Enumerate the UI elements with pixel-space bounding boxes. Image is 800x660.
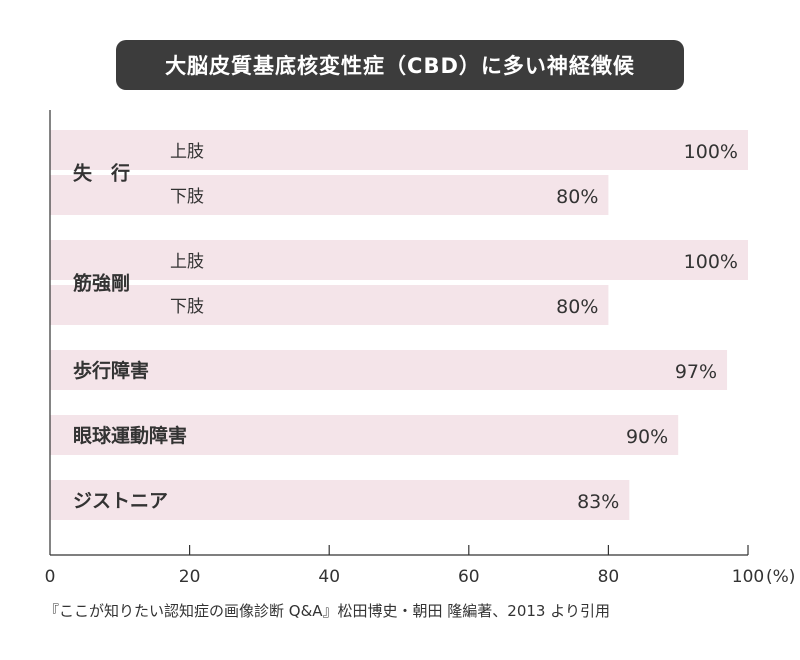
- category-label: ジストニア: [73, 490, 168, 512]
- bar: [50, 175, 609, 215]
- category-label: 失 行: [73, 162, 130, 185]
- x-tick-label: 0: [45, 567, 56, 587]
- category-label: 歩行障害: [73, 359, 149, 382]
- x-tick-label: 60: [458, 567, 480, 587]
- data-label: 100%: [684, 251, 738, 273]
- x-tick-label: 40: [318, 567, 340, 587]
- category-label: 眼球運動障害: [73, 424, 187, 447]
- bar: [50, 350, 728, 390]
- data-label: 97%: [675, 361, 717, 383]
- bar: [50, 285, 609, 325]
- data-label: 90%: [626, 426, 668, 448]
- bar: [50, 240, 748, 280]
- bar: [50, 415, 679, 455]
- bar-sub-label: 下肢: [170, 187, 204, 207]
- data-label: 100%: [684, 141, 738, 163]
- bar: [50, 480, 630, 520]
- x-tick-label: 20: [179, 567, 201, 587]
- x-axis-unit: (%): [766, 567, 795, 587]
- data-label: 80%: [556, 186, 598, 208]
- bar-sub-label: 上肢: [170, 142, 204, 162]
- data-label: 80%: [556, 296, 598, 318]
- x-tick-label: 100: [732, 567, 764, 587]
- x-tick-label: 80: [598, 567, 620, 587]
- citation: 『ここが知りたい認知症の画像診断 Q&A』松田博史・朝田 隆編著、2013 より…: [44, 602, 610, 620]
- chart-title: 大脳皮質基底核変性症（CBD）に多い神経徴候: [116, 40, 684, 90]
- category-label: 筋強剛: [73, 272, 130, 295]
- data-label: 83%: [577, 491, 619, 513]
- bar-sub-label: 上肢: [170, 252, 204, 272]
- bar-sub-label: 下肢: [170, 297, 204, 317]
- bar: [50, 130, 748, 170]
